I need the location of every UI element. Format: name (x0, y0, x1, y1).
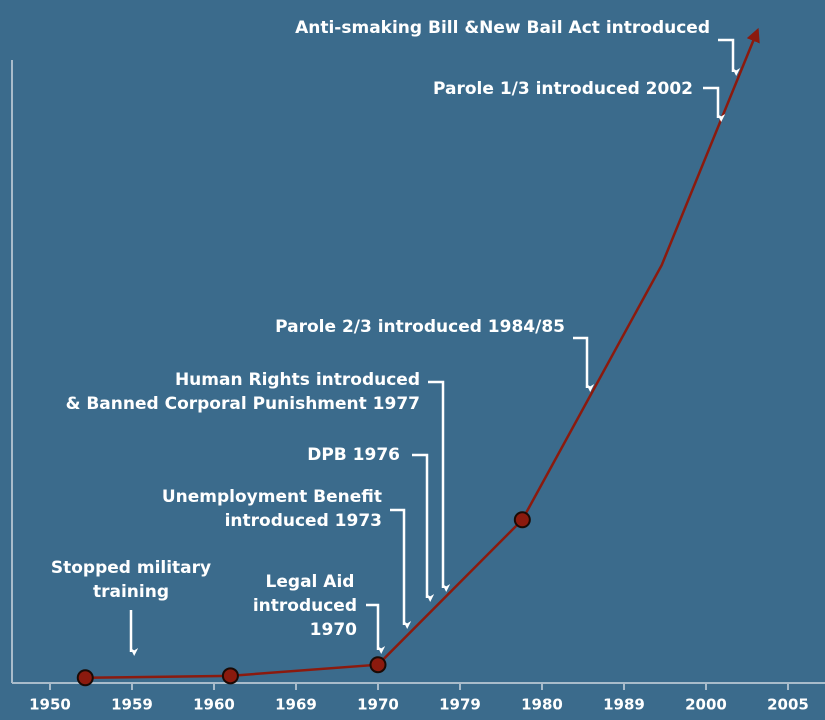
annotation-arrow (703, 86, 726, 122)
x-tick-label: 1989 (603, 696, 645, 714)
annotation-text: Anti-smaking Bill &New Bail Act introduc… (295, 18, 710, 38)
annotation-text: 1970 (310, 620, 357, 640)
x-tick-label: 1980 (521, 696, 563, 714)
x-tick-label: 2000 (685, 696, 727, 714)
annotation-arrow (428, 380, 451, 592)
annotation-text: Parole 2/3 introduced 1984/85 (275, 317, 565, 337)
x-tick-label: 1950 (29, 696, 71, 714)
x-tick-label: 1969 (275, 696, 317, 714)
annotation-text: introduced 1973 (225, 511, 382, 531)
x-tick-label: 1959 (111, 696, 153, 714)
trend-line (85, 27, 760, 680)
data-point (369, 656, 387, 674)
annotation-text: Unemployment Benefit (162, 487, 382, 507)
annotation-arrow (573, 336, 595, 392)
annotation-arrow (366, 603, 386, 654)
annotation-text: Parole 1/3 introduced 2002 (433, 79, 693, 99)
annotation-arrow (412, 453, 435, 602)
data-point (76, 669, 94, 687)
annotation-text: & Banned Corporal Punishment 1977 (66, 394, 420, 414)
annotation-text: Stopped military (51, 558, 211, 578)
annotation-text: Legal Aid (266, 572, 355, 592)
annotation-arrow (718, 38, 741, 76)
x-tick-label: 1960 (193, 696, 235, 714)
x-tick-label: 1979 (439, 696, 481, 714)
x-tick-label: 1970 (357, 696, 399, 714)
annotation-text: DPB 1976 (307, 445, 400, 465)
annotation-text: Human Rights introduced (175, 370, 420, 390)
data-point (221, 667, 239, 685)
data-point (513, 511, 531, 529)
annotation-arrow (390, 508, 412, 629)
annotation-text: introduced (253, 596, 357, 616)
annotation-text: training (93, 582, 169, 602)
x-tick-label: 2005 (767, 696, 809, 714)
